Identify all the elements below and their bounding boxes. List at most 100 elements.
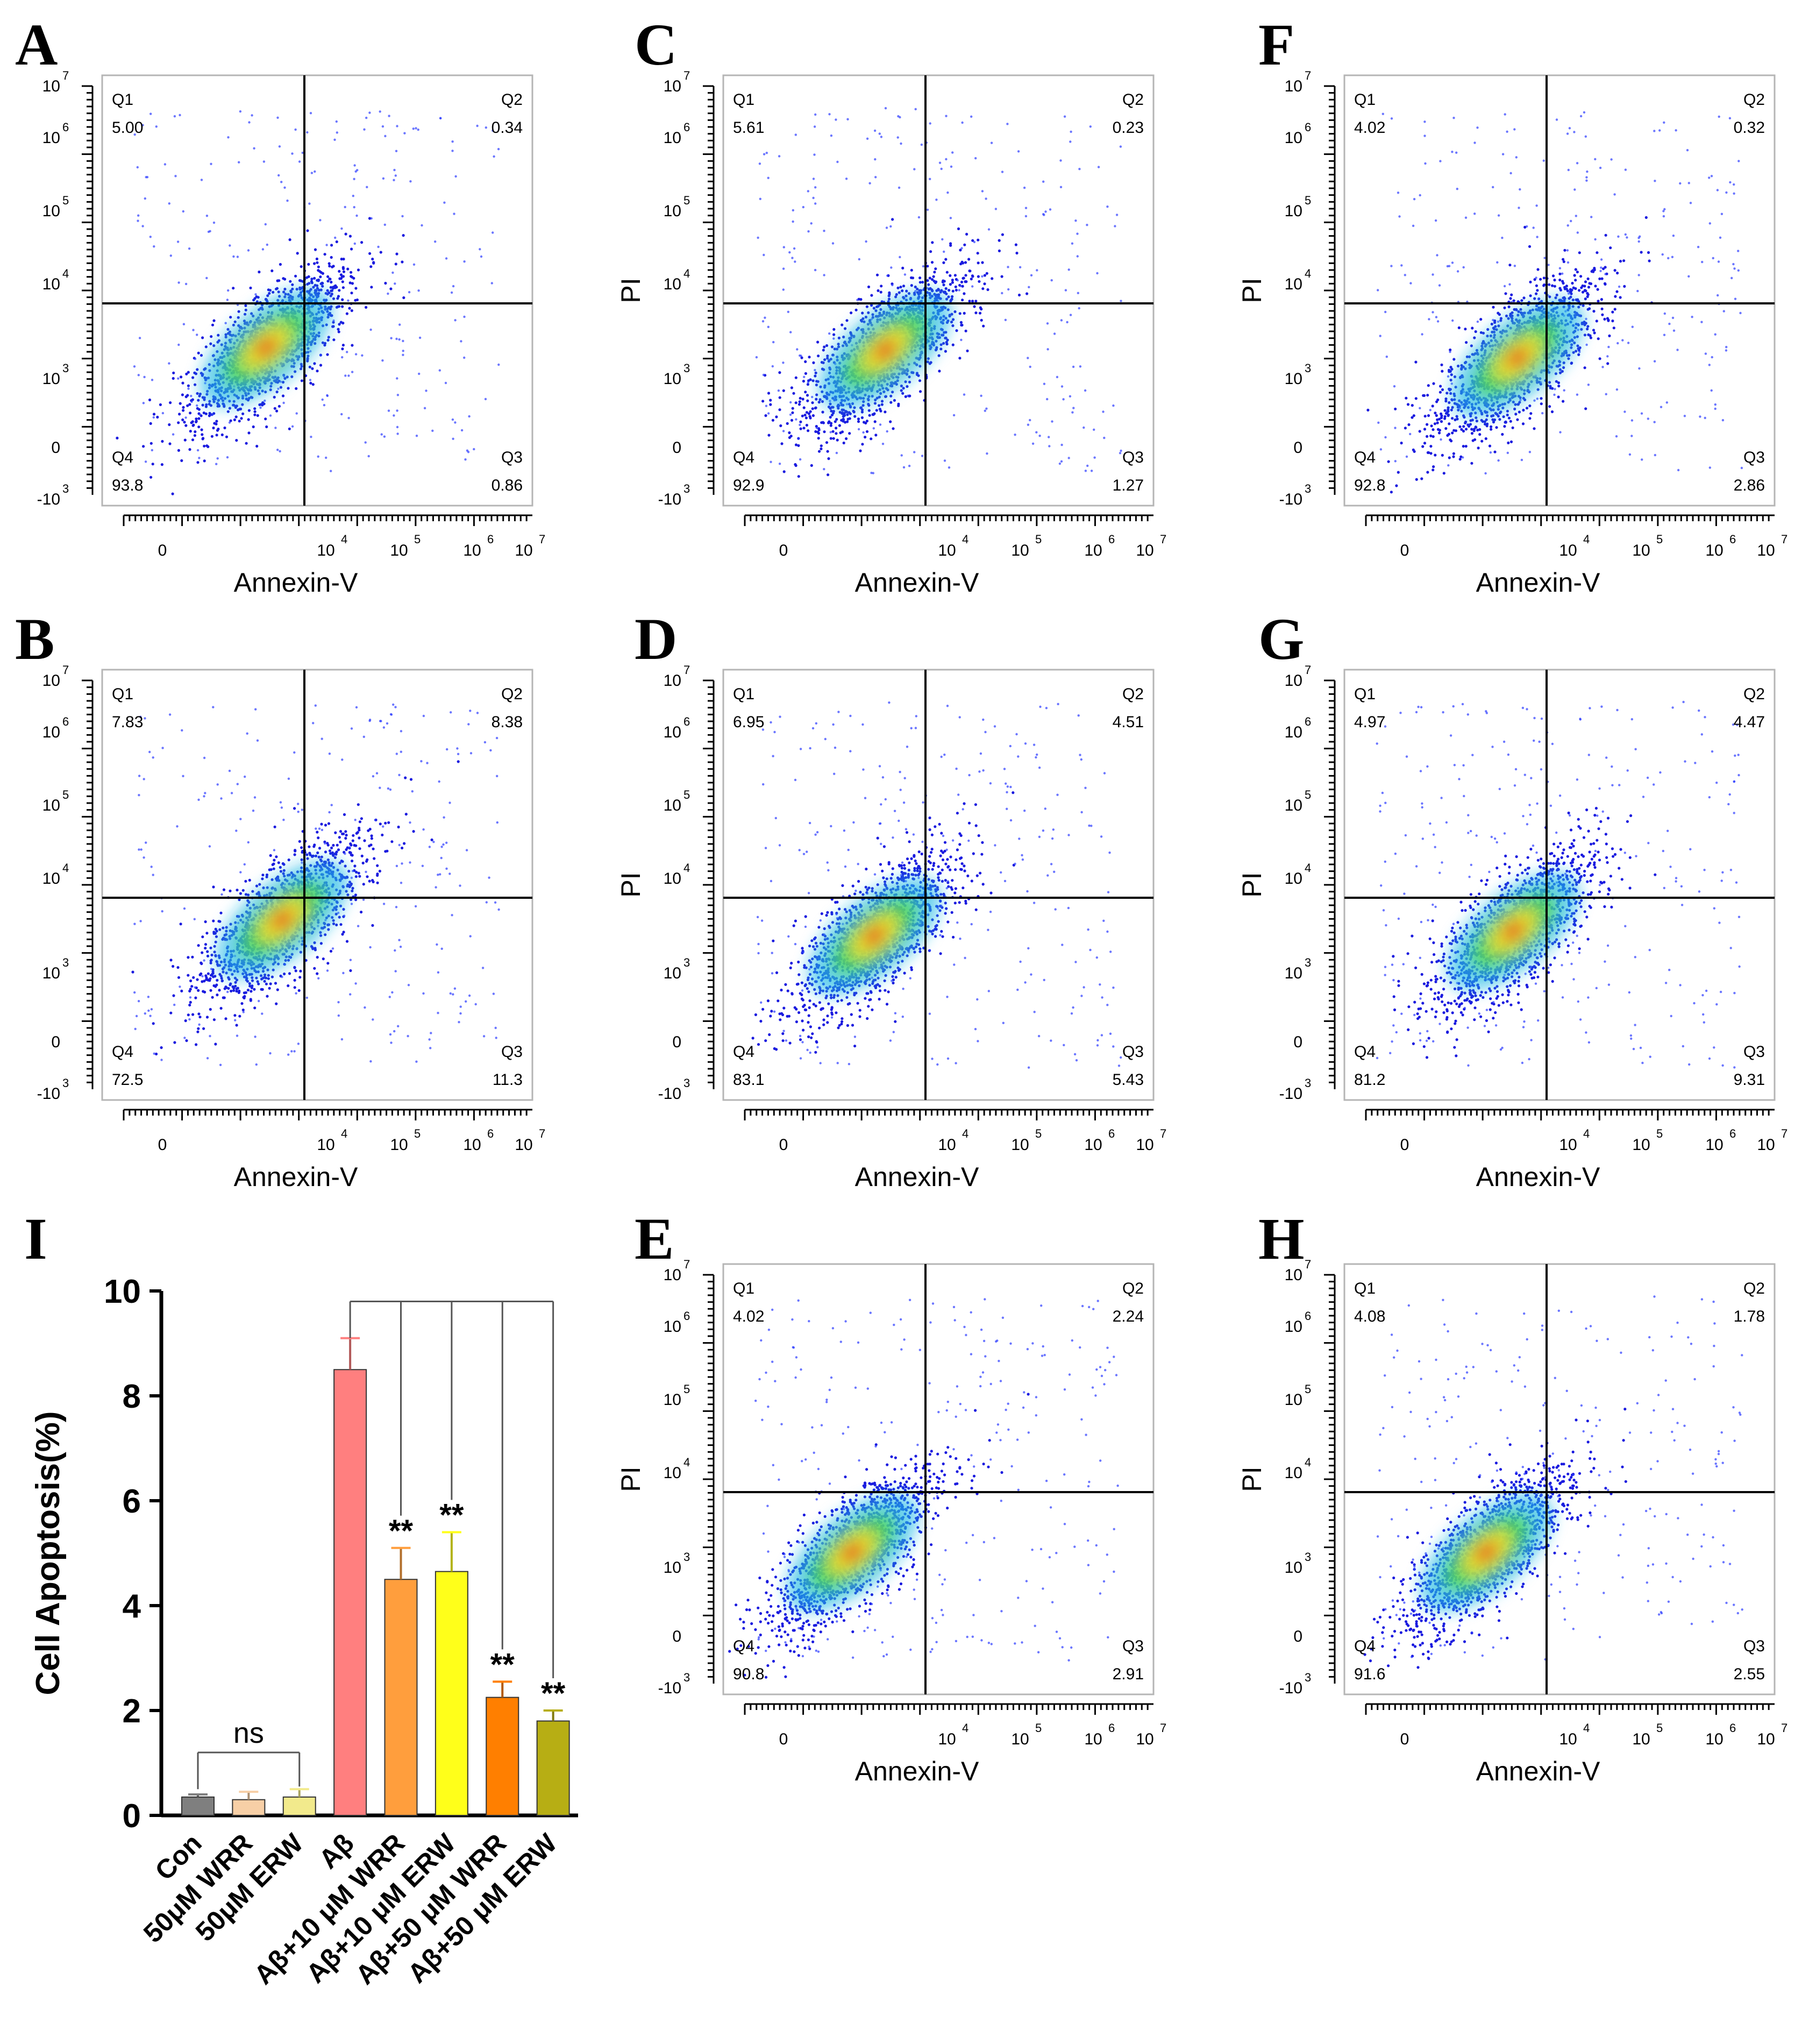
event-dot: [253, 988, 256, 991]
event-dot: [261, 976, 265, 980]
event-dot: [420, 760, 423, 763]
event-dot: [321, 828, 324, 832]
event-dot: [326, 275, 330, 278]
event-dot: [133, 922, 136, 925]
event-dot: [152, 756, 154, 759]
event-dot: [365, 116, 368, 119]
event-dot: [848, 432, 851, 435]
event-dot: [220, 980, 224, 983]
event-dot: [291, 425, 294, 428]
event-dot: [347, 870, 351, 873]
event-dot: [878, 404, 881, 407]
event-dot: [173, 1041, 176, 1044]
event-dot: [353, 242, 356, 245]
x-tick-label-exponent: 7: [539, 533, 545, 546]
event-dot: [391, 271, 394, 274]
event-dot: [172, 371, 175, 374]
event-dot: [224, 322, 227, 324]
event-dot: [343, 813, 346, 816]
event-dot: [342, 907, 345, 911]
event-dot: [376, 864, 379, 867]
event-dot: [375, 772, 379, 775]
event-dot: [213, 950, 216, 954]
event-dot: [432, 841, 435, 843]
event-dot: [422, 992, 425, 995]
event-dot: [203, 756, 206, 760]
event-dot: [354, 875, 358, 878]
event-dot: [918, 390, 922, 393]
event-dot: [208, 979, 211, 982]
event-dot: [239, 407, 242, 411]
event-dot: [336, 131, 338, 134]
event-dot: [287, 387, 290, 390]
x-tick-label-exponent: 4: [341, 533, 347, 546]
event-dot: [393, 414, 395, 417]
event-dot: [445, 257, 448, 260]
event-dot: [294, 849, 297, 852]
event-dot: [181, 729, 183, 732]
event-dot: [237, 310, 240, 313]
event-dot: [327, 291, 331, 294]
event-dot: [152, 1022, 155, 1025]
event-dot: [226, 990, 229, 993]
event-dot: [216, 783, 219, 786]
event-dot: [361, 354, 364, 357]
event-dot: [476, 124, 479, 127]
event-dot: [314, 170, 316, 173]
event-dot: [230, 792, 233, 794]
event-dot: [341, 344, 345, 347]
event-dot: [228, 407, 231, 410]
event-dot: [348, 846, 351, 849]
event-dot: [944, 336, 948, 339]
event-dot: [893, 399, 896, 402]
event-dot: [354, 287, 358, 290]
event-dot: [326, 842, 329, 845]
event-dot: [247, 431, 251, 435]
event-dot: [341, 933, 344, 936]
event-dot: [276, 449, 279, 451]
event-dot: [887, 297, 891, 301]
quadrant-q3-label: Q3: [501, 449, 523, 466]
event-dot: [358, 828, 361, 832]
event-dot: [951, 343, 955, 346]
event-dot: [959, 321, 963, 324]
event-dot: [207, 230, 210, 233]
event-dot: [978, 311, 982, 315]
event-dot: [255, 884, 259, 888]
event-dot: [293, 966, 296, 969]
event-dot: [317, 455, 319, 458]
event-dot: [358, 875, 361, 878]
event-dot: [497, 363, 500, 366]
event-dot: [830, 345, 834, 349]
event-dot: [439, 873, 441, 876]
event-dot: [362, 898, 365, 901]
event-dot: [469, 752, 473, 755]
event-dot: [353, 843, 356, 847]
event-dot: [355, 706, 358, 709]
event-dot: [799, 396, 802, 400]
event-dot: [421, 224, 423, 227]
event-dot: [215, 434, 218, 437]
event-dot: [227, 136, 230, 139]
event-dot: [283, 186, 286, 189]
event-dot: [252, 425, 255, 429]
event-dot: [388, 996, 391, 998]
event-dot: [316, 956, 319, 959]
event-dot: [168, 362, 170, 365]
event-dot: [400, 750, 402, 753]
event-dot: [238, 161, 240, 164]
event-dot: [335, 923, 338, 927]
event-dot: [163, 163, 167, 166]
event-dot: [397, 825, 400, 829]
event-dot: [394, 174, 397, 177]
event-dot: [459, 884, 461, 887]
event-dot: [451, 150, 454, 152]
event-dot: [168, 423, 171, 427]
event-dot: [402, 339, 404, 343]
event-dot: [140, 848, 143, 851]
event-dot: [236, 986, 239, 990]
event-dot: [396, 394, 400, 396]
event-dot: [320, 855, 324, 858]
event-dot: [273, 407, 276, 410]
event-dot: [823, 430, 826, 434]
